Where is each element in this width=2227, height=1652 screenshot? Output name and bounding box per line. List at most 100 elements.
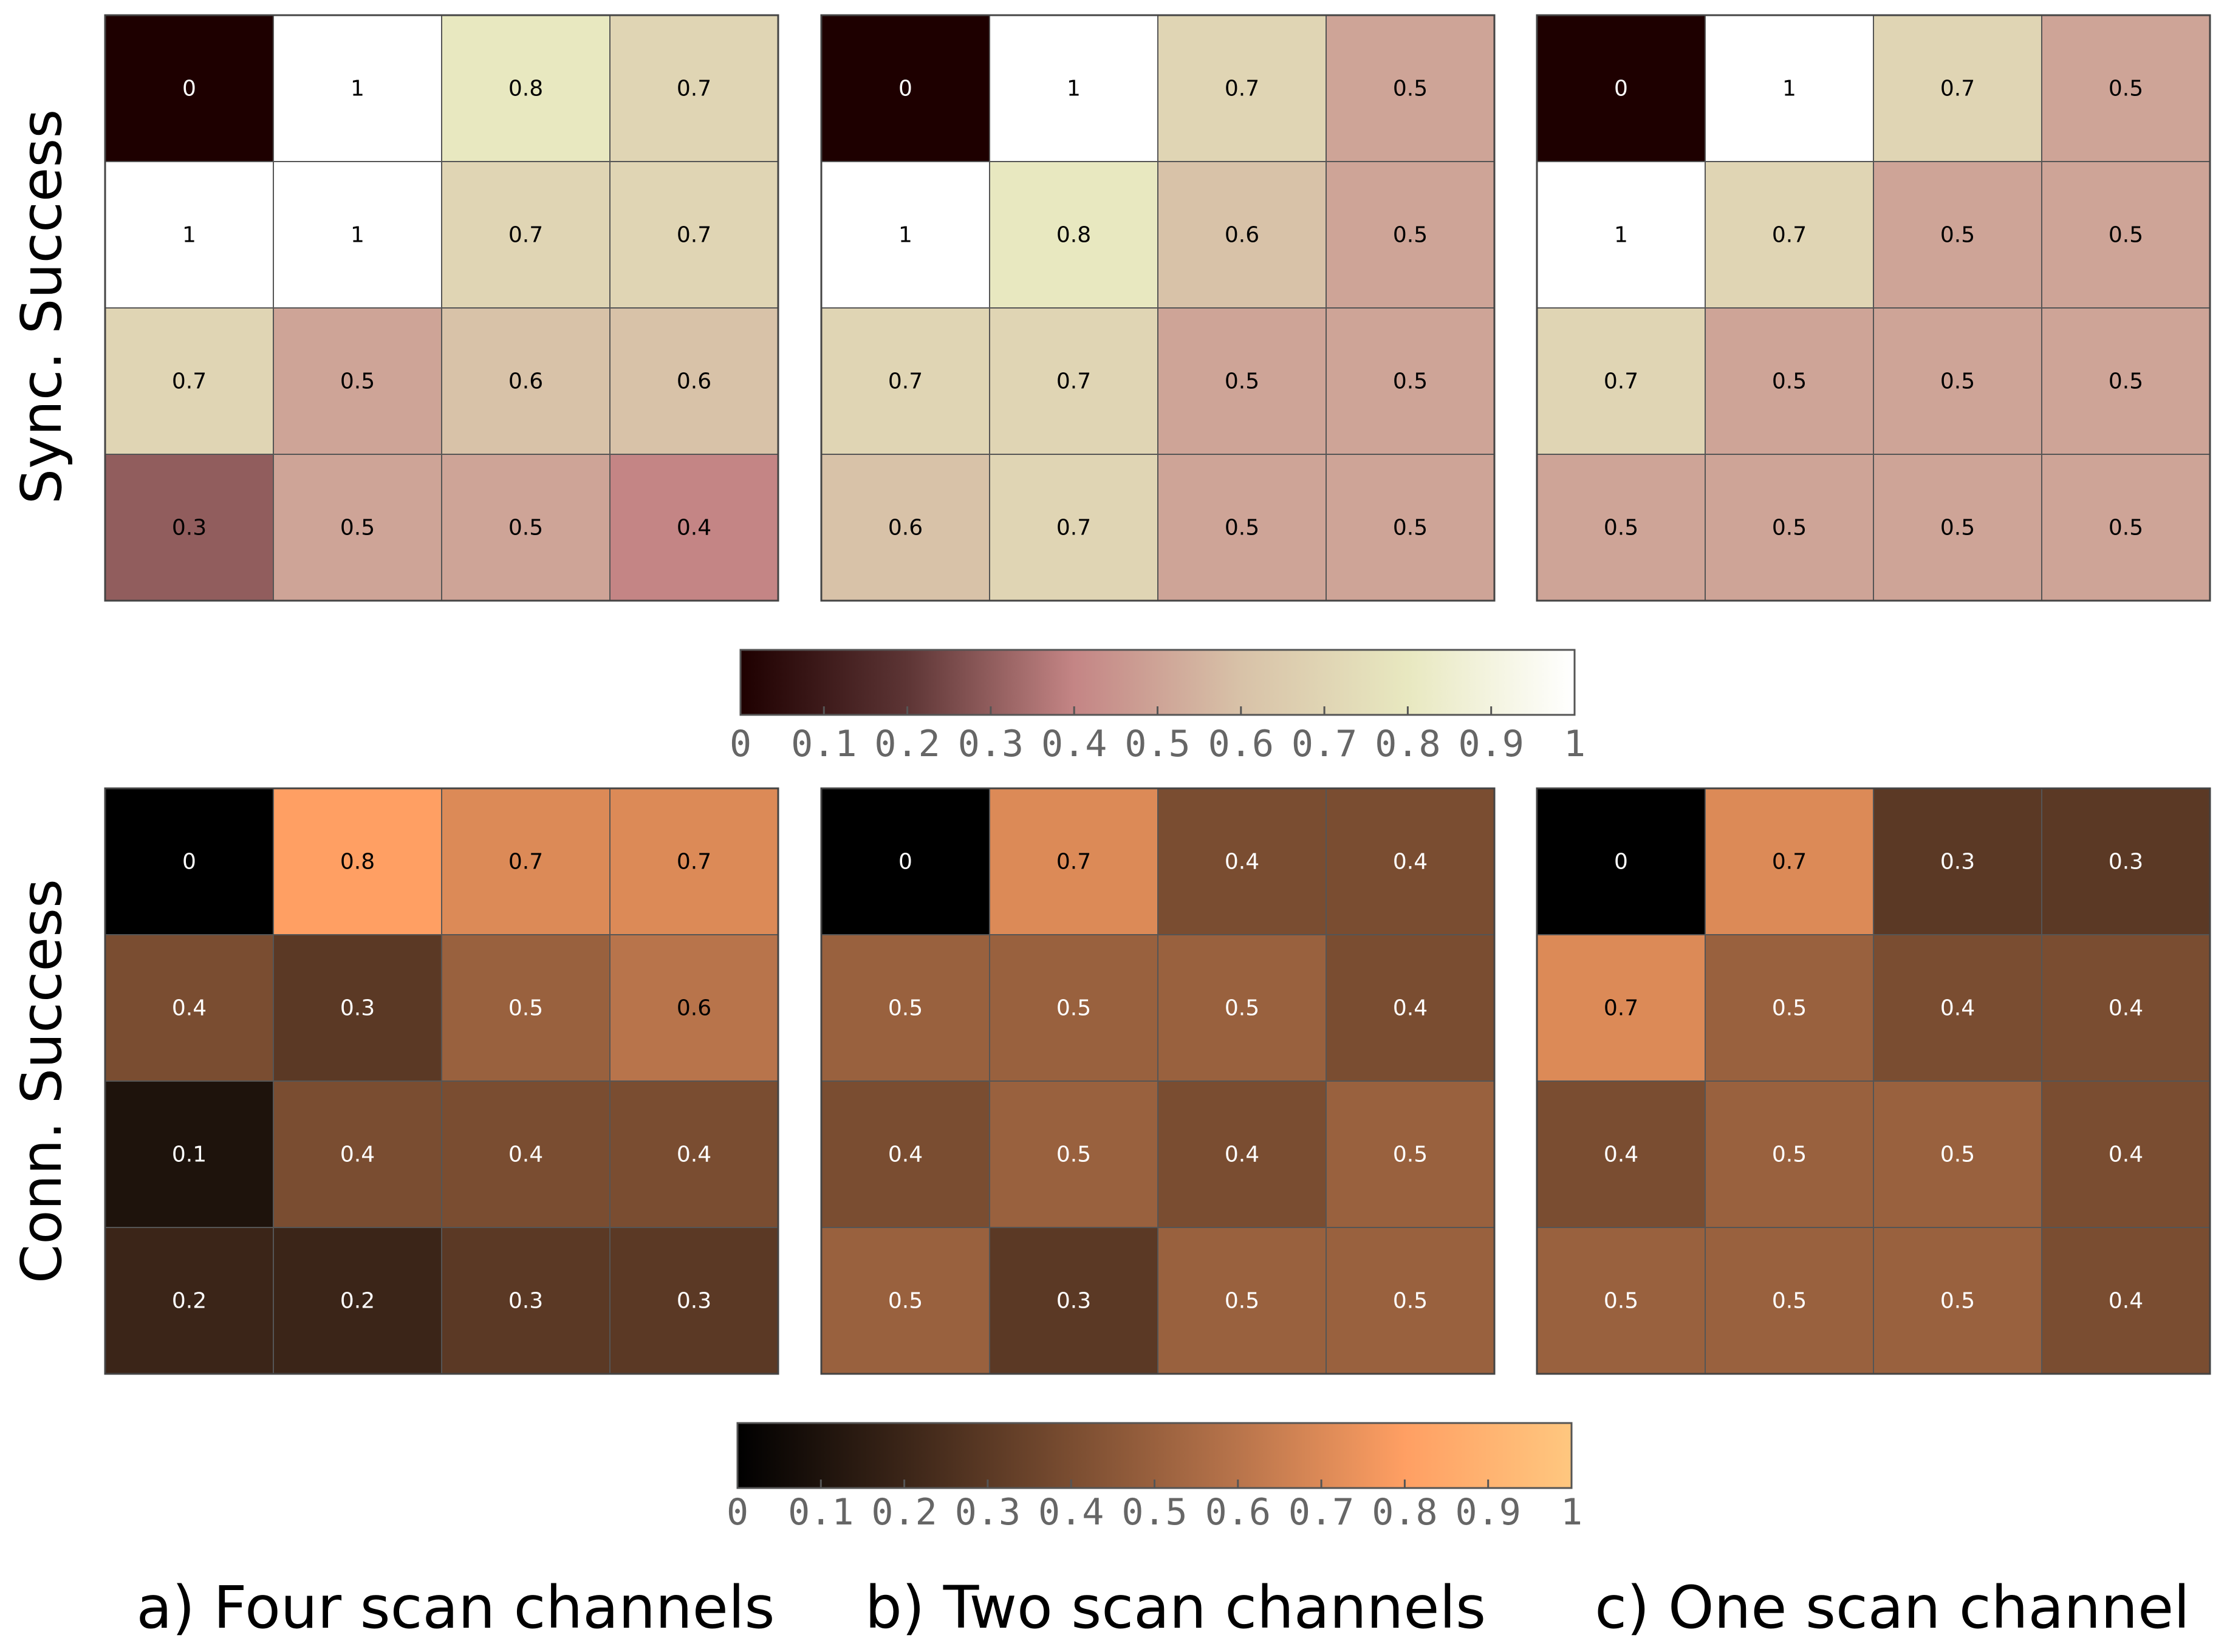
heatmap-cell: [1705, 307, 1874, 455]
cell-value-label: 0.5: [2109, 223, 2143, 248]
cell-value-label: 0.5: [1393, 516, 1428, 541]
heatmap-cell: [1536, 15, 1706, 162]
heatmap-cell: [821, 788, 990, 935]
cell-value-label: 0.5: [1772, 1142, 1807, 1167]
heatmap-cell: [1157, 307, 1327, 455]
heatmap-cell: [2041, 1080, 2211, 1228]
colorbar-copper: 0 0.1 0.2 0.3 0.4 0.5 0.6 0.7 0.8 0.9 1: [727, 1422, 1582, 1534]
heatmap-cell: [1536, 161, 1706, 309]
colorbars: 0 0.1 0.2 0.3 0.4 0.5 0.6 0.7 0.8 0.9 10 0.1 0.2 0.3 0…: [727, 649, 1586, 1534]
heatmap-cell: [821, 1080, 990, 1228]
heatmap-cell: [989, 1080, 1158, 1228]
cell-value-label: 0.7: [1056, 516, 1091, 541]
heatmap-cell: [104, 1080, 274, 1228]
heatmap-cell: [1326, 161, 1495, 309]
heatmap-cell: [1326, 454, 1495, 601]
heatmap-cell: [1536, 454, 1706, 601]
cell-value-label: 0.7: [1056, 850, 1091, 875]
heatmap-cell: [1326, 788, 1495, 935]
panel-border: [1536, 14, 2211, 602]
heatmap-panel-r1-c2: 0 0.7 0.3 0.3 0.7 0.5 0.4 0.4 0.4 0.5 0.5 0.4 0.5 0.5…: [1536, 787, 2211, 1375]
cell-value-label: 0.7: [508, 850, 543, 875]
cell-value-label: 0.5: [1056, 996, 1091, 1021]
colorbar-gradient: [739, 649, 1576, 716]
colorbar-tick-label: 1: [1561, 1491, 1582, 1534]
cell-value-label: 0.7: [1056, 369, 1091, 394]
row-title-conn: Conn. Success: [9, 879, 74, 1283]
colorbar-tick-label: 0: [730, 723, 751, 765]
cell-value-label: 0.4: [2109, 1142, 2143, 1167]
colorbar-pink: 0 0.1 0.2 0.3 0.4 0.5 0.6 0.7 0.8 0.9 1: [730, 649, 1586, 765]
heatmap-cell: [2041, 1227, 2211, 1374]
cell-value-label: 0.6: [508, 369, 543, 394]
cell-value-label: 0.5: [508, 996, 543, 1021]
cell-value-label: 0.3: [677, 1289, 711, 1314]
cell-value-label: 0.8: [508, 77, 543, 101]
cell-value-label: 0.5: [1225, 996, 1259, 1021]
colorbar-tick-label: 0.4: [1038, 1491, 1104, 1534]
colorbar-tick-label: 0.4: [1041, 723, 1107, 765]
cell-value-label: 0.5: [1772, 1289, 1807, 1314]
panel-border: [104, 14, 779, 602]
heatmap-panel-r1-c0: 0 0.8 0.7 0.7 0.4 0.3 0.5 0.6 0.1 0.4 0.4 0.4 0.2 0.2…: [104, 787, 779, 1375]
cell-value-label: 0.4: [1393, 850, 1428, 875]
heatmap-cell: [609, 307, 779, 455]
heatmap-cell: [441, 1080, 611, 1228]
colorbar-tick-label: 0.7: [1288, 1491, 1354, 1534]
colorbar-tick-label: 0.5: [1121, 1491, 1187, 1534]
cell-value-label: 0.5: [2109, 77, 2143, 101]
heatmap-cell: [609, 934, 779, 1082]
heatmap-cell: [1157, 788, 1327, 935]
cell-value-label: 0.6: [677, 369, 711, 394]
heatmap-cell: [1157, 1080, 1327, 1228]
cell-value-label: 0.5: [2109, 516, 2143, 541]
heatmap-cell: [609, 454, 779, 601]
cell-value-label: 0.5: [1604, 1289, 1638, 1314]
cell-value-label: 0.5: [1393, 223, 1428, 248]
cell-value-label: 0.5: [340, 516, 375, 541]
heatmap-cell: [1873, 15, 2042, 162]
colorbar-tick-label: 0.7: [1291, 723, 1357, 765]
cell-value-label: 0.5: [1772, 996, 1807, 1021]
cell-value-label: 0.4: [508, 1142, 543, 1167]
cell-value-label: 0.7: [677, 223, 711, 248]
cell-value-label: 0.3: [2109, 850, 2143, 875]
heatmap-cell: [989, 307, 1158, 455]
cell-value-label: 0.5: [1772, 369, 1807, 394]
heatmap-cell: [441, 454, 611, 601]
heatmap-cell: [1157, 161, 1327, 309]
heatmap-cell: [104, 1227, 274, 1374]
heatmap-cell: [609, 161, 779, 309]
cell-value-label: 1: [351, 77, 364, 101]
heatmap-cell: [1326, 15, 1495, 162]
heatmap-cell: [1326, 307, 1495, 455]
cell-value-label: 1: [1067, 77, 1081, 101]
cell-value-label: 0.5: [1393, 1142, 1428, 1167]
cell-value-label: 0.3: [340, 996, 375, 1021]
heatmap-panel-r0-c2: 0 1 0.7 0.5 1 0.7 0.5 0.5 0.7 0.5 0.5 0.5 0.5 0.5 0.5 0…: [1536, 14, 2211, 602]
colorbar-tick-label: 0.9: [1459, 723, 1524, 765]
cell-value-label: 0.3: [1056, 1289, 1091, 1314]
cell-value-label: 0.4: [172, 996, 207, 1021]
cell-value-label: 0: [182, 850, 196, 875]
cell-value-label: 0.3: [1940, 850, 1975, 875]
cell-value-label: 0.5: [1225, 369, 1259, 394]
heatmap-cell: [989, 1227, 1158, 1374]
heatmap-cell: [273, 161, 442, 309]
cell-value-label: 1: [1614, 223, 1628, 248]
cell-value-label: 0.4: [677, 1142, 711, 1167]
colorbar-tick-label: 0.5: [1124, 723, 1190, 765]
cell-value-label: 0.6: [888, 516, 923, 541]
cell-value-label: 0.3: [172, 516, 207, 541]
row-title-sync: Sync. Success: [9, 109, 74, 505]
heatmap-cell: [1705, 161, 1874, 309]
cell-value-label: 0.5: [1604, 516, 1638, 541]
colorbar-tick-label: 0.9: [1456, 1491, 1521, 1534]
colorbar-tick-label: 1: [1564, 723, 1586, 765]
cell-value-label: 0.7: [1772, 850, 1807, 875]
cell-value-label: 0.6: [677, 996, 711, 1021]
heatmap-cell: [989, 161, 1158, 309]
cell-value-label: 0.5: [340, 369, 375, 394]
colorbar-tick-label: 0.3: [958, 723, 1024, 765]
heatmap-cell: [441, 1227, 611, 1374]
